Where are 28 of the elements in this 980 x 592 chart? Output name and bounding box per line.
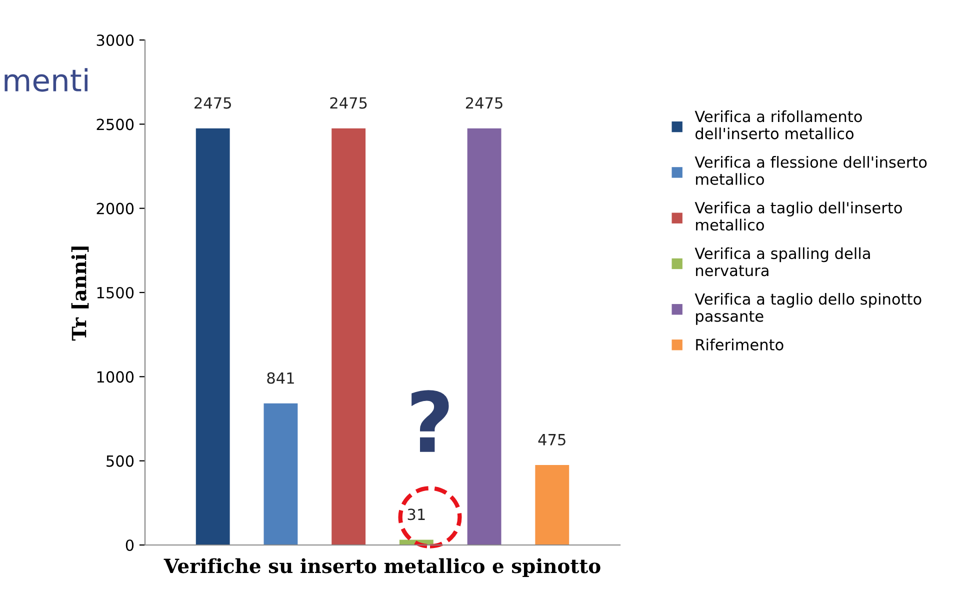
y-tick-label: 2500 <box>96 118 134 130</box>
data-label: 2475 <box>330 97 367 109</box>
legend-label: Verifica a spalling della nervatura <box>694 247 870 276</box>
y-axis-title: Tr [anni] <box>71 246 89 341</box>
legend-label: Verifica a taglio dell'inserto metallico <box>694 202 902 231</box>
y-tick-label: 2000 <box>96 202 134 214</box>
data-label: 841 <box>267 372 294 384</box>
annotation: ? <box>412 390 449 452</box>
data-label: 2475 <box>466 97 502 109</box>
bar <box>535 465 570 545</box>
y-tick-label: 1000 <box>97 371 134 383</box>
x-axis-title: Verifiche su inserto metallico e spinotto <box>164 558 600 578</box>
y-tick-label: 1500 <box>97 286 134 299</box>
legend-label: Verifica a taglio dello spinotto passante <box>694 292 922 325</box>
y-tick-label: 0 <box>126 539 134 552</box>
bar <box>264 403 298 545</box>
legend-label: Riferimento <box>696 338 784 350</box>
legend-label: Verifica a rifollamento dell'inserto metallico <box>694 110 862 140</box>
bar <box>196 128 230 545</box>
bar <box>467 128 502 545</box>
legend-label: Verifica a flessione dell'inserto metallico <box>694 156 927 185</box>
data-label: 475 <box>538 434 566 446</box>
data-label: 2475 <box>194 97 231 109</box>
y-tick-label: 3000 <box>96 34 134 46</box>
text: menti <box>4 68 88 92</box>
y-tick-label: 500 <box>106 455 134 467</box>
bar <box>332 128 366 545</box>
data-label: 31 <box>408 508 425 520</box>
